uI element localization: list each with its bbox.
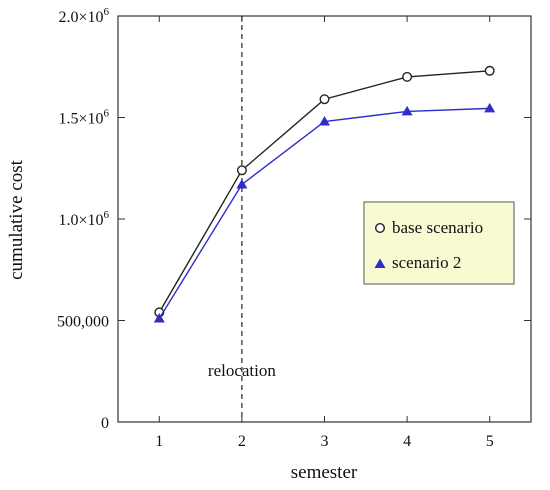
legend-marker-scenario-2 bbox=[374, 258, 386, 268]
series-1-point-0 bbox=[153, 312, 165, 323]
annotation-layer: relocation bbox=[208, 16, 276, 422]
relocation-label: relocation bbox=[208, 361, 276, 380]
legend-label-base-scenario: base scenario bbox=[392, 218, 483, 237]
series-0-point-2 bbox=[319, 94, 330, 105]
x-tick-label-2: 3 bbox=[321, 433, 329, 450]
x-axis-label: semester bbox=[291, 462, 358, 483]
x-tick-label-4: 5 bbox=[486, 433, 494, 450]
ticks-layer: 1 2 3 4 5 0 500,000 1.0×106 1.5×106 2.0×106 bbox=[57, 6, 531, 450]
legend: base scenario scenario 2 bbox=[363, 201, 515, 285]
x-tick-label-0: 1 bbox=[155, 433, 163, 450]
y-tick-label-2: 1.0×106 bbox=[58, 209, 109, 229]
legend-box bbox=[363, 201, 515, 285]
series-0-point-3 bbox=[402, 71, 413, 82]
series-0-point-4 bbox=[484, 65, 495, 76]
x-tick-label-3: 4 bbox=[403, 433, 411, 450]
y-tick-label-3: 1.5×106 bbox=[58, 108, 109, 128]
y-tick-label-1: 500,000 bbox=[57, 314, 109, 331]
series-1-point-2 bbox=[319, 116, 330, 126]
legend-label-scenario-2: scenario 2 bbox=[392, 253, 461, 272]
x-tick-label-1: 2 bbox=[238, 433, 246, 450]
legend-marker-base-scenario bbox=[375, 222, 386, 233]
y-tick-label-0: 0 bbox=[101, 415, 109, 432]
series-layer bbox=[153, 65, 496, 323]
series-1-point-3 bbox=[401, 105, 413, 116]
series-1-point-4 bbox=[484, 102, 496, 113]
series-1-point-1 bbox=[236, 178, 248, 189]
y-axis-label: cumulative cost bbox=[6, 159, 27, 279]
series-0-point-1 bbox=[236, 165, 247, 176]
y-tick-label-4: 2.0×106 bbox=[58, 6, 109, 26]
